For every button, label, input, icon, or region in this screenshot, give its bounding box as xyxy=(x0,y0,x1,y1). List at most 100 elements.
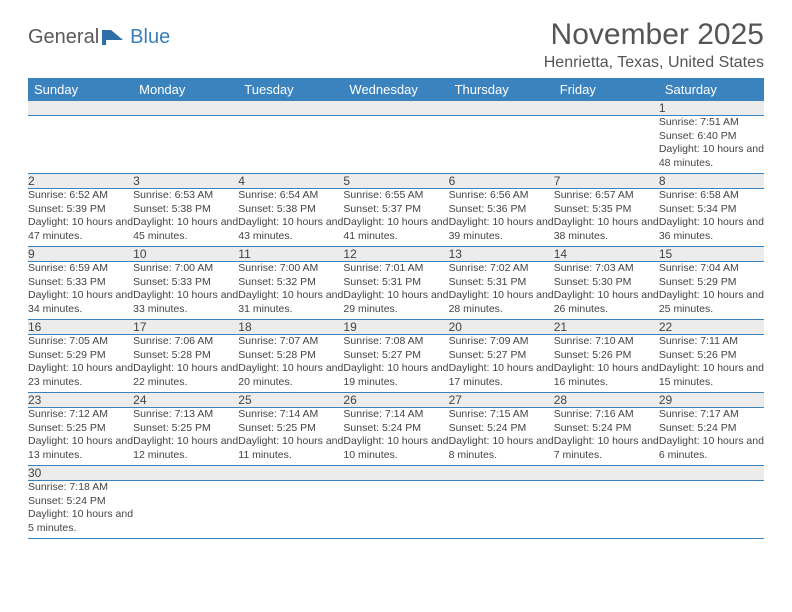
weekday-header: Saturday xyxy=(659,78,764,101)
weekday-header-row: SundayMondayTuesdayWednesdayThursdayFrid… xyxy=(28,78,764,101)
weekday-header: Thursday xyxy=(449,78,554,101)
day-number-cell: 30 xyxy=(28,466,133,481)
day-info-cell: Sunrise: 7:02 AMSunset: 5:31 PMDaylight:… xyxy=(449,262,554,320)
day-number-cell: 15 xyxy=(659,247,764,262)
day-info-cell: Sunrise: 6:53 AMSunset: 5:38 PMDaylight:… xyxy=(133,189,238,247)
day-info-cell xyxy=(238,116,343,174)
weekday-header: Tuesday xyxy=(238,78,343,101)
day-number-cell: 3 xyxy=(133,174,238,189)
day-number-cell: 24 xyxy=(133,393,238,408)
day-number-cell: 23 xyxy=(28,393,133,408)
day-number-cell: 25 xyxy=(238,393,343,408)
weekday-header: Wednesday xyxy=(343,78,448,101)
day-info-cell: Sunrise: 7:16 AMSunset: 5:24 PMDaylight:… xyxy=(554,408,659,466)
day-number-cell: 19 xyxy=(343,320,448,335)
day-number-cell: 11 xyxy=(238,247,343,262)
day-number-cell: 6 xyxy=(449,174,554,189)
day-number-cell: 26 xyxy=(343,393,448,408)
day-info-cell xyxy=(133,481,238,539)
info-row: Sunrise: 6:59 AMSunset: 5:33 PMDaylight:… xyxy=(28,262,764,320)
day-number-cell: 4 xyxy=(238,174,343,189)
day-number-cell: 16 xyxy=(28,320,133,335)
day-number-cell: 1 xyxy=(659,101,764,116)
day-info-cell: Sunrise: 7:09 AMSunset: 5:27 PMDaylight:… xyxy=(449,335,554,393)
day-number-cell: 2 xyxy=(28,174,133,189)
day-number-cell xyxy=(133,466,238,481)
day-info-cell: Sunrise: 6:58 AMSunset: 5:34 PMDaylight:… xyxy=(659,189,764,247)
logo: General Blue xyxy=(28,26,170,49)
day-number-cell: 18 xyxy=(238,320,343,335)
day-number-cell: 12 xyxy=(343,247,448,262)
page-title: November 2025 xyxy=(544,18,764,52)
day-info-cell: Sunrise: 6:54 AMSunset: 5:38 PMDaylight:… xyxy=(238,189,343,247)
day-info-cell: Sunrise: 7:10 AMSunset: 5:26 PMDaylight:… xyxy=(554,335,659,393)
day-info-cell xyxy=(133,116,238,174)
day-number-cell: 10 xyxy=(133,247,238,262)
daynum-row: 9101112131415 xyxy=(28,247,764,262)
day-info-cell: Sunrise: 7:14 AMSunset: 5:24 PMDaylight:… xyxy=(343,408,448,466)
day-number-cell: 20 xyxy=(449,320,554,335)
day-info-cell xyxy=(449,481,554,539)
day-info-cell: Sunrise: 7:12 AMSunset: 5:25 PMDaylight:… xyxy=(28,408,133,466)
daynum-row: 1 xyxy=(28,101,764,116)
day-number-cell xyxy=(554,101,659,116)
calendar-table: SundayMondayTuesdayWednesdayThursdayFrid… xyxy=(28,78,764,539)
day-info-cell: Sunrise: 7:04 AMSunset: 5:29 PMDaylight:… xyxy=(659,262,764,320)
day-number-cell xyxy=(449,101,554,116)
day-number-cell: 13 xyxy=(449,247,554,262)
day-number-cell: 29 xyxy=(659,393,764,408)
day-number-cell xyxy=(554,466,659,481)
day-info-cell xyxy=(28,116,133,174)
day-info-cell: Sunrise: 7:00 AMSunset: 5:33 PMDaylight:… xyxy=(133,262,238,320)
day-number-cell xyxy=(133,101,238,116)
info-row: Sunrise: 6:52 AMSunset: 5:39 PMDaylight:… xyxy=(28,189,764,247)
day-info-cell: Sunrise: 6:57 AMSunset: 5:35 PMDaylight:… xyxy=(554,189,659,247)
day-info-cell: Sunrise: 7:17 AMSunset: 5:24 PMDaylight:… xyxy=(659,408,764,466)
day-number-cell: 7 xyxy=(554,174,659,189)
day-info-cell: Sunrise: 7:14 AMSunset: 5:25 PMDaylight:… xyxy=(238,408,343,466)
day-info-cell xyxy=(238,481,343,539)
day-number-cell: 17 xyxy=(133,320,238,335)
daynum-row: 23242526272829 xyxy=(28,393,764,408)
day-info-cell xyxy=(343,481,448,539)
day-number-cell: 28 xyxy=(554,393,659,408)
daynum-row: 30 xyxy=(28,466,764,481)
day-number-cell xyxy=(343,466,448,481)
day-number-cell xyxy=(238,101,343,116)
day-info-cell: Sunrise: 7:18 AMSunset: 5:24 PMDaylight:… xyxy=(28,481,133,539)
day-info-cell: Sunrise: 7:03 AMSunset: 5:30 PMDaylight:… xyxy=(554,262,659,320)
day-number-cell: 27 xyxy=(449,393,554,408)
day-info-cell xyxy=(659,481,764,539)
day-info-cell: Sunrise: 6:52 AMSunset: 5:39 PMDaylight:… xyxy=(28,189,133,247)
day-number-cell: 22 xyxy=(659,320,764,335)
day-info-cell: Sunrise: 6:59 AMSunset: 5:33 PMDaylight:… xyxy=(28,262,133,320)
day-info-cell: Sunrise: 6:56 AMSunset: 5:36 PMDaylight:… xyxy=(449,189,554,247)
daynum-row: 2345678 xyxy=(28,174,764,189)
day-number-cell xyxy=(449,466,554,481)
info-row: Sunrise: 7:51 AMSunset: 6:40 PMDaylight:… xyxy=(28,116,764,174)
day-info-cell xyxy=(554,116,659,174)
day-info-cell: Sunrise: 7:13 AMSunset: 5:25 PMDaylight:… xyxy=(133,408,238,466)
day-info-cell xyxy=(449,116,554,174)
day-number-cell: 8 xyxy=(659,174,764,189)
day-info-cell: Sunrise: 7:08 AMSunset: 5:27 PMDaylight:… xyxy=(343,335,448,393)
day-number-cell xyxy=(238,466,343,481)
info-row: Sunrise: 7:18 AMSunset: 5:24 PMDaylight:… xyxy=(28,481,764,539)
location-text: Henrietta, Texas, United States xyxy=(544,54,764,72)
day-info-cell: Sunrise: 7:07 AMSunset: 5:28 PMDaylight:… xyxy=(238,335,343,393)
day-info-cell: Sunrise: 7:05 AMSunset: 5:29 PMDaylight:… xyxy=(28,335,133,393)
day-number-cell: 21 xyxy=(554,320,659,335)
day-number-cell: 5 xyxy=(343,174,448,189)
day-number-cell: 9 xyxy=(28,247,133,262)
flag-icon xyxy=(102,29,128,47)
day-info-cell: Sunrise: 7:00 AMSunset: 5:32 PMDaylight:… xyxy=(238,262,343,320)
logo-text-2: Blue xyxy=(130,26,170,49)
day-info-cell xyxy=(343,116,448,174)
day-info-cell: Sunrise: 7:01 AMSunset: 5:31 PMDaylight:… xyxy=(343,262,448,320)
info-row: Sunrise: 7:05 AMSunset: 5:29 PMDaylight:… xyxy=(28,335,764,393)
day-info-cell xyxy=(554,481,659,539)
day-info-cell: Sunrise: 7:11 AMSunset: 5:26 PMDaylight:… xyxy=(659,335,764,393)
daynum-row: 16171819202122 xyxy=(28,320,764,335)
weekday-header: Monday xyxy=(133,78,238,101)
day-number-cell xyxy=(343,101,448,116)
